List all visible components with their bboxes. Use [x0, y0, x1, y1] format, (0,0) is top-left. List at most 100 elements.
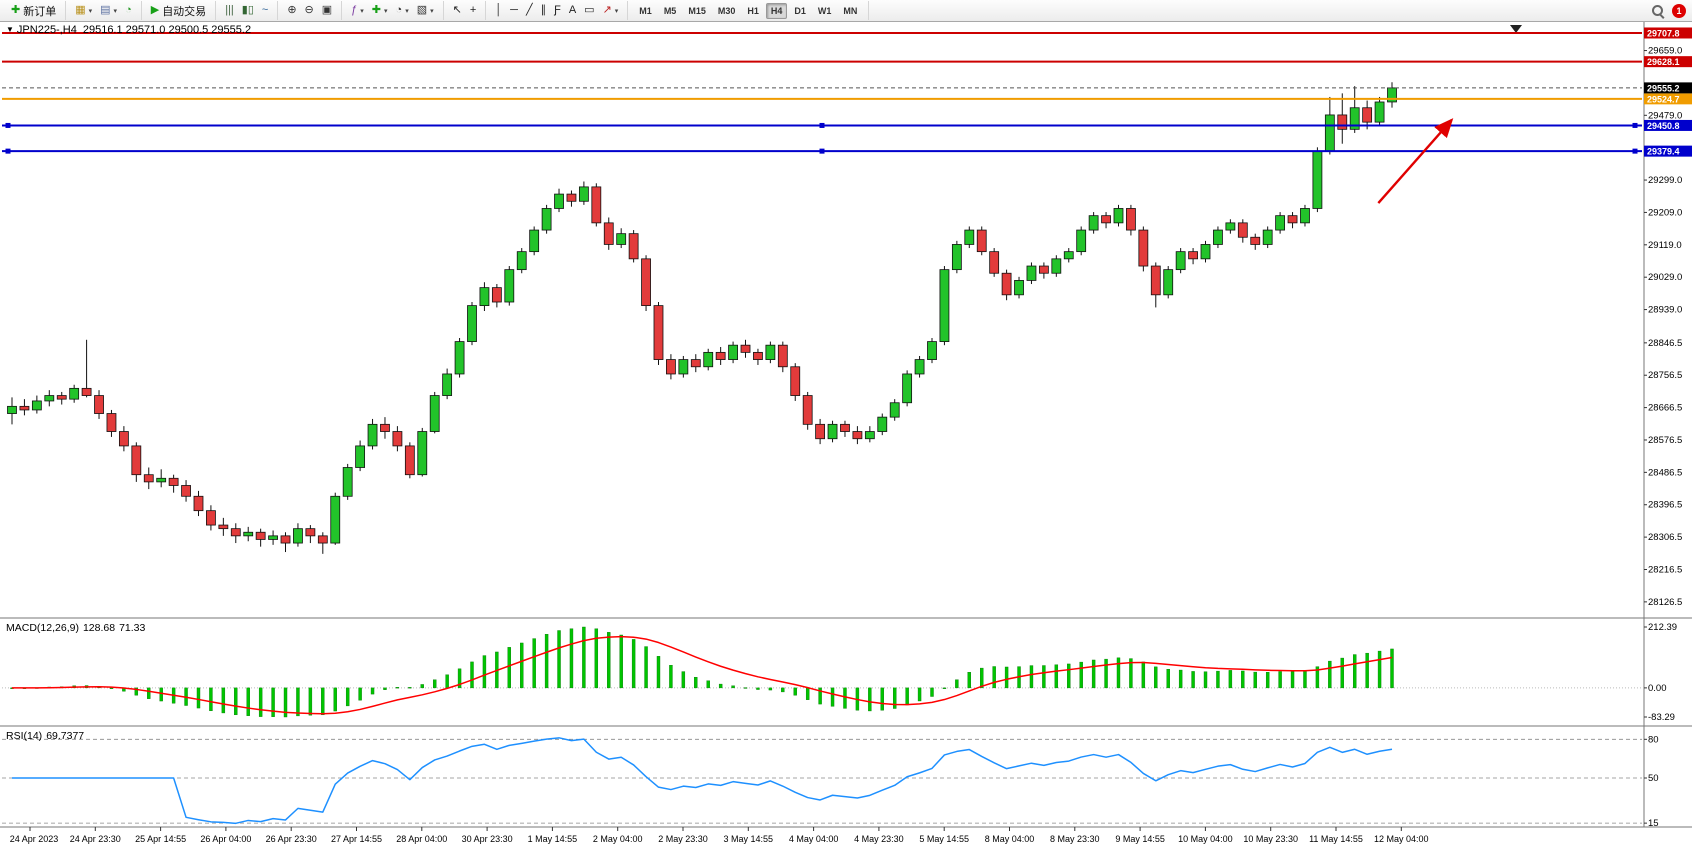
support-line-lower-handle[interactable]	[819, 148, 825, 154]
support-line-upper-handle[interactable]	[819, 122, 825, 128]
timeframe-group: M1 M5 M15 M30 H1 H4 D1 W1 MN	[628, 1, 870, 20]
toolbar-group: ⊕ ⊖ ▣	[278, 0, 343, 21]
macd-bar	[582, 626, 586, 689]
support-line-upper-handle[interactable]	[5, 122, 11, 128]
chart-symbol-label: ▼ JPN225-,H4 29516.1 29571.0 29500.5 29555…	[6, 24, 251, 36]
templates-caret[interactable]: ▾	[430, 7, 434, 15]
periods-button[interactable]: ◔ ▾	[392, 0, 413, 21]
arrows-caret[interactable]: ▾	[614, 7, 619, 15]
candle	[504, 266, 515, 306]
time-axis-label: 3 May 14:55	[724, 834, 774, 844]
trendline-button[interactable]: ╱	[522, 0, 537, 21]
candle	[268, 530, 278, 545]
support-line-lower-handle[interactable]	[1632, 148, 1638, 154]
chart-bars-icon: |||	[225, 4, 234, 16]
chart-line-button[interactable]: ~	[258, 0, 272, 21]
timeframe-m5[interactable]: M5	[663, 5, 677, 16]
price-scale-label: 29119.0	[1648, 240, 1682, 251]
arrows-button[interactable]: ↗ ▾	[599, 0, 623, 21]
refresh-button[interactable]: ◔	[121, 0, 136, 21]
search-icon[interactable]	[1651, 4, 1664, 17]
profiles-button[interactable]: ▤ ▾	[96, 0, 121, 21]
refresh-icon: ◔	[125, 4, 132, 16]
trend-arrow[interactable]	[1377, 118, 1454, 204]
timeframe-m1[interactable]: M1	[639, 5, 652, 16]
candle	[355, 440, 366, 472]
zoom-in-button[interactable]: ⊕	[283, 0, 300, 21]
toolbar-group: ▦ ▾ ▤ ▾ ◔	[66, 1, 142, 20]
collapse-icon[interactable]: ▼	[6, 25, 14, 34]
macd-bar	[955, 679, 959, 689]
candle	[516, 248, 527, 274]
candle	[1076, 226, 1087, 256]
candle	[317, 532, 328, 554]
add-indicator-caret[interactable]: ▾	[384, 7, 388, 15]
macd-bar	[619, 634, 623, 689]
new-chart-icon: ▦	[75, 4, 86, 16]
tile-windows-button[interactable]: ▣	[318, 0, 336, 21]
indicators-icon: ƒ	[351, 4, 358, 16]
support-line-upper-handle[interactable]	[1632, 122, 1638, 128]
chart-shift-marker[interactable]	[1510, 25, 1522, 33]
macd-bar	[607, 632, 611, 689]
svg-text:29524.7: 29524.7	[1647, 94, 1680, 104]
new-chart-caret[interactable]: ▾	[88, 7, 93, 15]
channel-button[interactable]: ∥	[537, 0, 551, 21]
timeframe-d1[interactable]: D1	[794, 5, 806, 16]
new-chart-button[interactable]: ▦ ▾	[71, 0, 96, 21]
indicators-caret[interactable]: ▾	[360, 7, 364, 15]
macd-bar	[1079, 661, 1083, 689]
candle	[1213, 226, 1223, 249]
macd-scale: 212.39 0.00 -83.29	[1644, 622, 1677, 723]
indicators-button[interactable]: ƒ ▾	[347, 0, 368, 21]
macd-bar	[967, 672, 971, 689]
vertical-line-button[interactable]: │	[491, 0, 506, 21]
chart-candles-button[interactable]: ▮▯	[238, 0, 258, 21]
fibonacci-button[interactable]: Ƒ	[550, 0, 565, 21]
cursor-button[interactable]: ↖	[449, 0, 466, 21]
zoom-out-button[interactable]: ⊖	[301, 0, 318, 21]
timeframe-m15[interactable]: M15	[688, 5, 706, 16]
text-button[interactable]: A	[565, 0, 580, 21]
candle	[951, 240, 962, 274]
price-scale-label: 29659.0	[1648, 46, 1682, 57]
timeframe-h4[interactable]: H4	[765, 2, 788, 19]
candle	[877, 413, 888, 436]
macd-value-signal: 71.33	[119, 622, 146, 634]
macd-bar	[532, 638, 536, 689]
macd-bar	[321, 687, 325, 716]
text-label-button[interactable]: ▭	[580, 0, 598, 21]
candle	[840, 420, 850, 437]
chart-canvas[interactable]: 29659.0 29479.0 29299.0 29209.0 29119.0 29029…	[0, 21, 1692, 853]
candle	[467, 302, 477, 346]
add-indicator-button[interactable]: ✚ ▾	[368, 0, 392, 21]
timeframe-m30[interactable]: M30	[717, 5, 736, 16]
new-order-button[interactable]: ✚ 新订单	[7, 0, 60, 21]
horizontal-line-button[interactable]: ─	[506, 0, 522, 21]
candle	[591, 183, 602, 227]
macd-value-main: 128.68	[82, 622, 116, 634]
notification-badge[interactable]: 1	[1672, 3, 1686, 18]
timeframe-h1[interactable]: H1	[747, 5, 759, 16]
autotrading-label: 自动交易	[162, 5, 207, 18]
candle	[765, 341, 776, 364]
time-axis-label: 25 Apr 14:55	[135, 834, 186, 844]
candle	[728, 341, 738, 364]
arrows-icon: ↗	[602, 4, 612, 16]
templates-button[interactable]: ▧ ▾	[413, 0, 438, 21]
support-line-lower-handle[interactable]	[5, 148, 11, 154]
svg-text:29379.4: 29379.4	[1647, 147, 1680, 157]
chart-bars-button[interactable]: |||	[221, 0, 238, 21]
autotrading-button[interactable]: ▶ 自动交易	[147, 0, 210, 21]
timeframe-w1[interactable]: W1	[817, 5, 832, 16]
candle	[541, 204, 552, 234]
candle	[1275, 212, 1286, 234]
crosshair-button[interactable]: +	[466, 0, 480, 21]
macd-bar	[843, 687, 847, 709]
timeframe-mn[interactable]: MN	[843, 5, 858, 16]
candle	[616, 228, 627, 249]
macd-bar	[408, 687, 412, 689]
periods-caret[interactable]: ▾	[405, 7, 409, 15]
chart-background	[0, 21, 1692, 853]
profiles-caret[interactable]: ▾	[113, 7, 118, 15]
